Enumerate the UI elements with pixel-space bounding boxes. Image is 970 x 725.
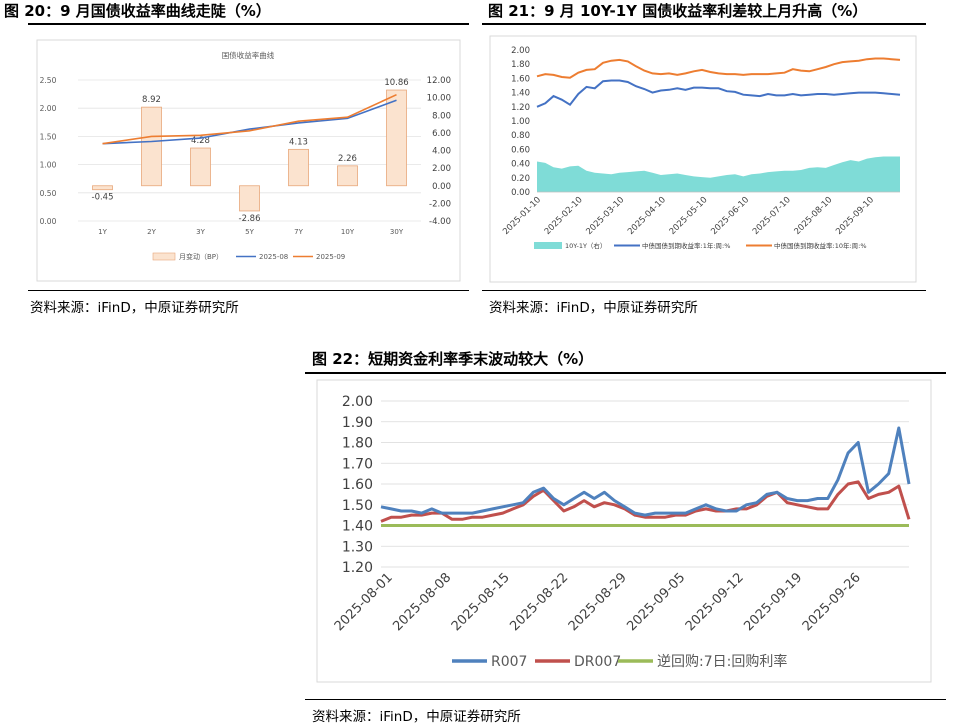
- line-series-DR007: [380, 480, 911, 523]
- y-tick-label: 0.00: [511, 188, 530, 198]
- legend-label-2025-09: 2025-09: [316, 253, 345, 261]
- left-tick-label: 0.00: [40, 217, 57, 226]
- bar-data-label: 4.13: [289, 137, 308, 147]
- y-tick-label: 1.20: [511, 103, 530, 113]
- x-tick-label: 3Y: [196, 228, 205, 236]
- figure-20-top-rule: [28, 23, 469, 25]
- y-tick-label: 2.00: [342, 394, 373, 410]
- x-tick-label: 2Y: [147, 228, 156, 236]
- bar-data-label: 2.26: [338, 154, 357, 164]
- figure-20-bottom-rule: [28, 290, 469, 291]
- right-tick-label: 2.00: [432, 164, 451, 174]
- legend-label-reverse-repo: 逆回购:7日:回购利率: [657, 653, 787, 670]
- figure-21-source: 资料来源：iFinD，中原证券研究所: [489, 300, 698, 316]
- legend-swatch-spread: [534, 242, 562, 249]
- x-tick-label: 1Y: [98, 228, 107, 236]
- line-series-R007: [380, 426, 911, 517]
- y-tick-label: 1.30: [342, 539, 373, 555]
- legend-label-r007: R007: [491, 654, 527, 670]
- bar-5Y: [239, 185, 260, 212]
- bar-data-label: 10.86: [384, 78, 408, 88]
- y-tick-label: 1.50: [342, 498, 373, 514]
- bar-data-label: 8.92: [142, 95, 161, 105]
- area-series-spread: [537, 156, 900, 192]
- figure-22-top-rule: [305, 372, 946, 374]
- figure-22-bottom-rule: [305, 699, 946, 700]
- legend-label-10y: 中债国债到期收益率:10年:周:%: [774, 241, 867, 250]
- right-tick-label: 12.00: [427, 76, 451, 86]
- y-tick-label: 1.60: [342, 477, 373, 493]
- bar-data-label: 4.28: [191, 136, 210, 146]
- legend-label-bars: 月变动（BP）: [179, 252, 223, 261]
- bar-10Y: [337, 165, 358, 187]
- y-tick-label: 1.40: [511, 89, 530, 99]
- y-tick-label: 1.40: [342, 519, 373, 535]
- line-series-1y: [536, 79, 901, 108]
- bar-data-label: -0.45: [92, 193, 114, 203]
- figure-21-title: 图 21：9 月 10Y-1Y 国债收益率利差较上月升高（%）: [488, 2, 868, 20]
- figure-21-chart: 0.00 0.20 0.40 0.60 0.80 1.00 1.20 1.40 1.60 1.80…: [489, 35, 917, 283]
- legend-label-spread: 10Y-1Y（右）: [565, 241, 606, 250]
- x-tick-label: 5Y: [245, 228, 254, 236]
- y-tick-label: 0.20: [511, 174, 530, 184]
- right-tick-label: -2.00: [429, 199, 451, 209]
- chart-frame: [316, 379, 932, 683]
- x-tick-label: 30Y: [390, 228, 404, 236]
- figure-21-top-rule: [482, 23, 926, 25]
- figure-21-bottom-rule: [482, 290, 926, 291]
- y-tick-label: 0.60: [511, 145, 530, 155]
- legend-label-1y: 中债国债到期收益率:1年:周:%: [642, 241, 730, 250]
- legend-label-dr007: DR007: [574, 654, 621, 670]
- chart-title: 国债收益率曲线: [222, 50, 275, 60]
- y-tick-label: 1.90: [342, 415, 373, 431]
- y-tick-label: 1.70: [342, 456, 373, 472]
- right-tick-label: 10.00: [427, 94, 451, 104]
- right-tick-label: -4.00: [429, 217, 451, 227]
- left-tick-label: 2.00: [40, 104, 57, 113]
- bar-3Y: [190, 147, 211, 187]
- bar-2Y: [141, 106, 162, 187]
- bar-30Y: [386, 89, 407, 187]
- figure-22-title: 图 22：短期资金利率季末波动较大（%）: [312, 350, 594, 368]
- figure-20-source: 资料来源：iFinD，中原证券研究所: [30, 300, 239, 316]
- right-tick-label: 6.00: [432, 129, 451, 139]
- right-tick-label: 4.00: [432, 147, 451, 157]
- y-tick-label: 1.60: [511, 74, 530, 84]
- left-tick-label: 1.50: [40, 132, 57, 141]
- line-series-2025-09: [102, 93, 397, 145]
- y-tick-label: 1.80: [342, 436, 373, 452]
- line-series-2025-08: [102, 99, 397, 145]
- y-tick-label: 1.20: [342, 560, 373, 576]
- x-tick-label: 10Y: [341, 228, 355, 236]
- x-tick-label: 7Y: [294, 228, 303, 236]
- line-series-10y: [536, 57, 901, 79]
- y-tick-label: 0.40: [511, 160, 530, 170]
- left-tick-label: 0.50: [40, 189, 57, 198]
- y-tick-label: 2.00: [511, 46, 530, 56]
- figure-20-chart: 国债收益率曲线 0.00 0.50 1.00 1.50 2.00 2.50 -4.00 -2.0…: [36, 39, 461, 282]
- right-tick-label: 8.00: [432, 111, 451, 121]
- figure-20-title: 图 20：9 月国债收益率曲线走陡（%）: [4, 2, 271, 20]
- figure-22-chart: 1.201.301.401.501.601.701.801.902.002025…: [316, 379, 932, 683]
- bar-7Y: [288, 148, 309, 187]
- bar-1Y: [92, 185, 113, 191]
- y-tick-label: 1.00: [511, 117, 530, 127]
- y-tick-label: 0.80: [511, 131, 530, 141]
- legend-swatch-bars: [152, 252, 176, 261]
- y-tick-label: 1.80: [511, 60, 530, 70]
- left-tick-label: 2.50: [40, 76, 57, 85]
- left-tick-label: 1.00: [40, 161, 57, 170]
- legend-label-2025-08: 2025-08: [259, 253, 288, 261]
- figure-22-source: 资料来源：iFinD，中原证券研究所: [312, 709, 521, 725]
- right-tick-label: 0.00: [432, 182, 451, 192]
- bar-data-label: -2.86: [239, 214, 261, 224]
